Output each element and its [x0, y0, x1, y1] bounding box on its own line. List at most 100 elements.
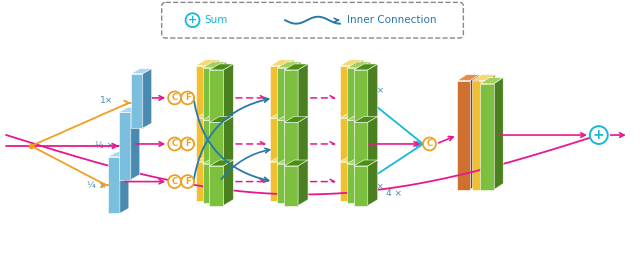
Polygon shape — [291, 114, 301, 172]
Polygon shape — [347, 68, 361, 132]
Polygon shape — [361, 62, 371, 132]
Text: 1 ×: 1 × — [368, 85, 384, 95]
Polygon shape — [216, 158, 227, 204]
Polygon shape — [209, 166, 223, 206]
Polygon shape — [277, 158, 301, 164]
Circle shape — [423, 137, 436, 150]
Polygon shape — [347, 164, 361, 204]
FancyBboxPatch shape — [162, 2, 463, 38]
Circle shape — [186, 13, 200, 27]
Polygon shape — [270, 66, 284, 130]
Text: F: F — [185, 94, 190, 102]
Polygon shape — [486, 75, 495, 190]
Polygon shape — [472, 75, 495, 81]
Polygon shape — [209, 156, 220, 201]
Text: 2 ×: 2 × — [368, 182, 384, 191]
Polygon shape — [368, 64, 378, 134]
Polygon shape — [223, 116, 234, 174]
Polygon shape — [458, 81, 470, 190]
Polygon shape — [340, 118, 354, 170]
Polygon shape — [458, 75, 479, 81]
Polygon shape — [216, 114, 227, 172]
Polygon shape — [202, 114, 227, 120]
Polygon shape — [354, 64, 378, 70]
Polygon shape — [494, 78, 503, 190]
Polygon shape — [202, 164, 216, 204]
Polygon shape — [284, 64, 308, 70]
Polygon shape — [196, 60, 220, 66]
Polygon shape — [340, 162, 354, 201]
Polygon shape — [354, 156, 364, 201]
Polygon shape — [291, 62, 301, 132]
Text: 1×: 1× — [100, 96, 113, 105]
Circle shape — [168, 92, 181, 104]
Circle shape — [181, 92, 194, 104]
Polygon shape — [277, 120, 291, 172]
Polygon shape — [340, 60, 364, 66]
Text: F: F — [185, 177, 190, 186]
Polygon shape — [209, 160, 234, 166]
Polygon shape — [216, 62, 227, 132]
Polygon shape — [298, 64, 308, 134]
Polygon shape — [284, 70, 298, 134]
Polygon shape — [347, 120, 361, 172]
Polygon shape — [119, 107, 140, 112]
Polygon shape — [354, 166, 368, 206]
Polygon shape — [196, 156, 220, 162]
Polygon shape — [270, 162, 284, 201]
Polygon shape — [354, 70, 368, 134]
Polygon shape — [298, 116, 308, 174]
Polygon shape — [284, 166, 298, 206]
Polygon shape — [120, 152, 129, 213]
Text: 4 ×: 4 × — [386, 189, 402, 198]
Polygon shape — [270, 156, 294, 162]
Polygon shape — [209, 70, 223, 134]
Polygon shape — [347, 158, 371, 164]
Polygon shape — [196, 112, 220, 118]
Circle shape — [168, 175, 181, 188]
Polygon shape — [472, 81, 486, 190]
Text: C: C — [426, 139, 433, 148]
Polygon shape — [298, 160, 308, 206]
Polygon shape — [354, 60, 364, 130]
Polygon shape — [480, 83, 494, 190]
Text: Sum: Sum — [205, 15, 228, 25]
Polygon shape — [284, 122, 298, 174]
Polygon shape — [277, 62, 301, 68]
Polygon shape — [480, 78, 503, 83]
Polygon shape — [202, 158, 227, 164]
Polygon shape — [368, 116, 378, 174]
Text: ¼ ×: ¼ × — [87, 181, 106, 190]
Polygon shape — [196, 162, 209, 201]
Polygon shape — [354, 160, 378, 166]
Polygon shape — [223, 160, 234, 206]
Polygon shape — [277, 114, 301, 120]
Polygon shape — [340, 112, 364, 118]
Text: +: + — [593, 128, 605, 142]
Polygon shape — [277, 164, 291, 204]
Polygon shape — [209, 116, 234, 122]
Polygon shape — [196, 118, 209, 170]
Polygon shape — [202, 120, 216, 172]
Polygon shape — [354, 116, 378, 122]
Polygon shape — [284, 112, 294, 170]
Polygon shape — [277, 68, 291, 132]
Polygon shape — [354, 122, 368, 174]
Polygon shape — [143, 69, 152, 128]
Polygon shape — [196, 66, 209, 130]
Polygon shape — [361, 114, 371, 172]
Polygon shape — [209, 122, 223, 174]
Polygon shape — [340, 66, 354, 130]
Polygon shape — [347, 114, 371, 120]
Text: F: F — [185, 139, 190, 148]
Polygon shape — [119, 112, 131, 179]
Polygon shape — [209, 60, 220, 130]
Polygon shape — [291, 158, 301, 204]
Circle shape — [181, 137, 194, 150]
Polygon shape — [209, 64, 234, 70]
Polygon shape — [368, 160, 378, 206]
Polygon shape — [131, 74, 143, 128]
Polygon shape — [270, 112, 294, 118]
Text: C: C — [172, 139, 178, 148]
Polygon shape — [223, 64, 234, 134]
